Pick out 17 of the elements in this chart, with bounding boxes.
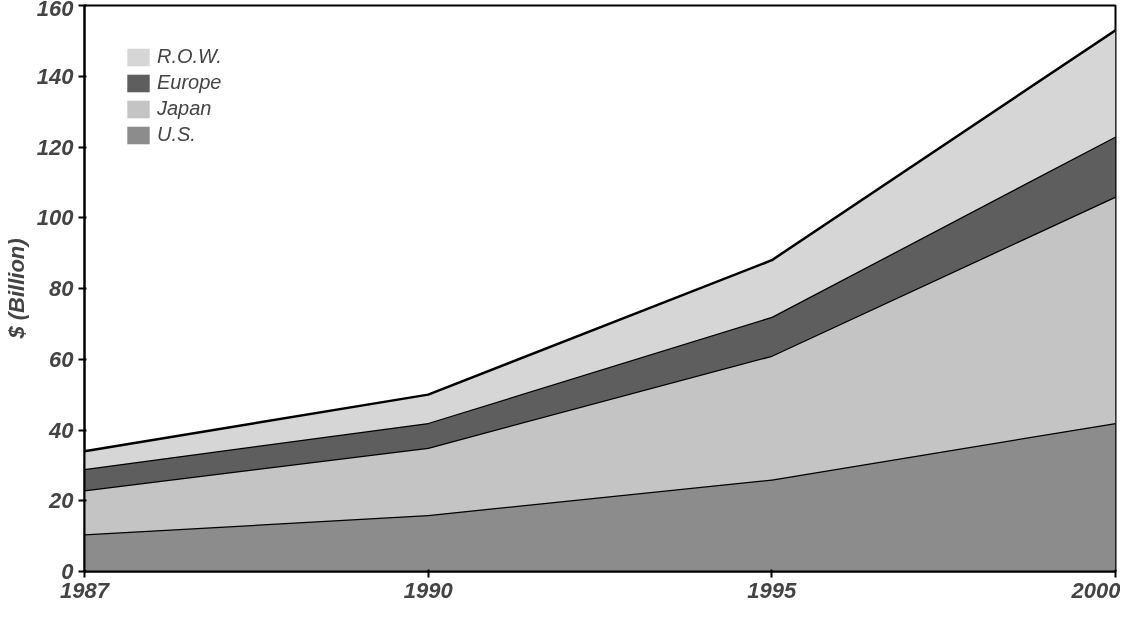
y-axis-title: $ (Billion) — [3, 238, 29, 340]
legend-label: U.S. — [157, 123, 196, 146]
y-tick-label: 160 — [36, 0, 75, 21]
x-tick-label: 2000 — [1070, 577, 1122, 603]
y-tick-label: 120 — [36, 134, 75, 160]
legend-label: R.O.W. — [157, 45, 222, 68]
y-tick-label: 0 — [61, 559, 75, 584]
y-tick-label: 60 — [49, 346, 75, 372]
x-tick-label: 1990 — [403, 577, 454, 603]
y-tick-label: 100 — [36, 205, 75, 231]
legend-label: Japan — [157, 97, 212, 120]
y-tick-label: 20 — [48, 488, 75, 514]
y-tick-label: 80 — [49, 276, 75, 301]
y-tick-label: 140 — [36, 63, 75, 89]
x-tick-label: 1995 — [747, 577, 798, 603]
y-tick-label: 40 — [48, 417, 75, 443]
legend-label: Europe — [157, 71, 222, 94]
